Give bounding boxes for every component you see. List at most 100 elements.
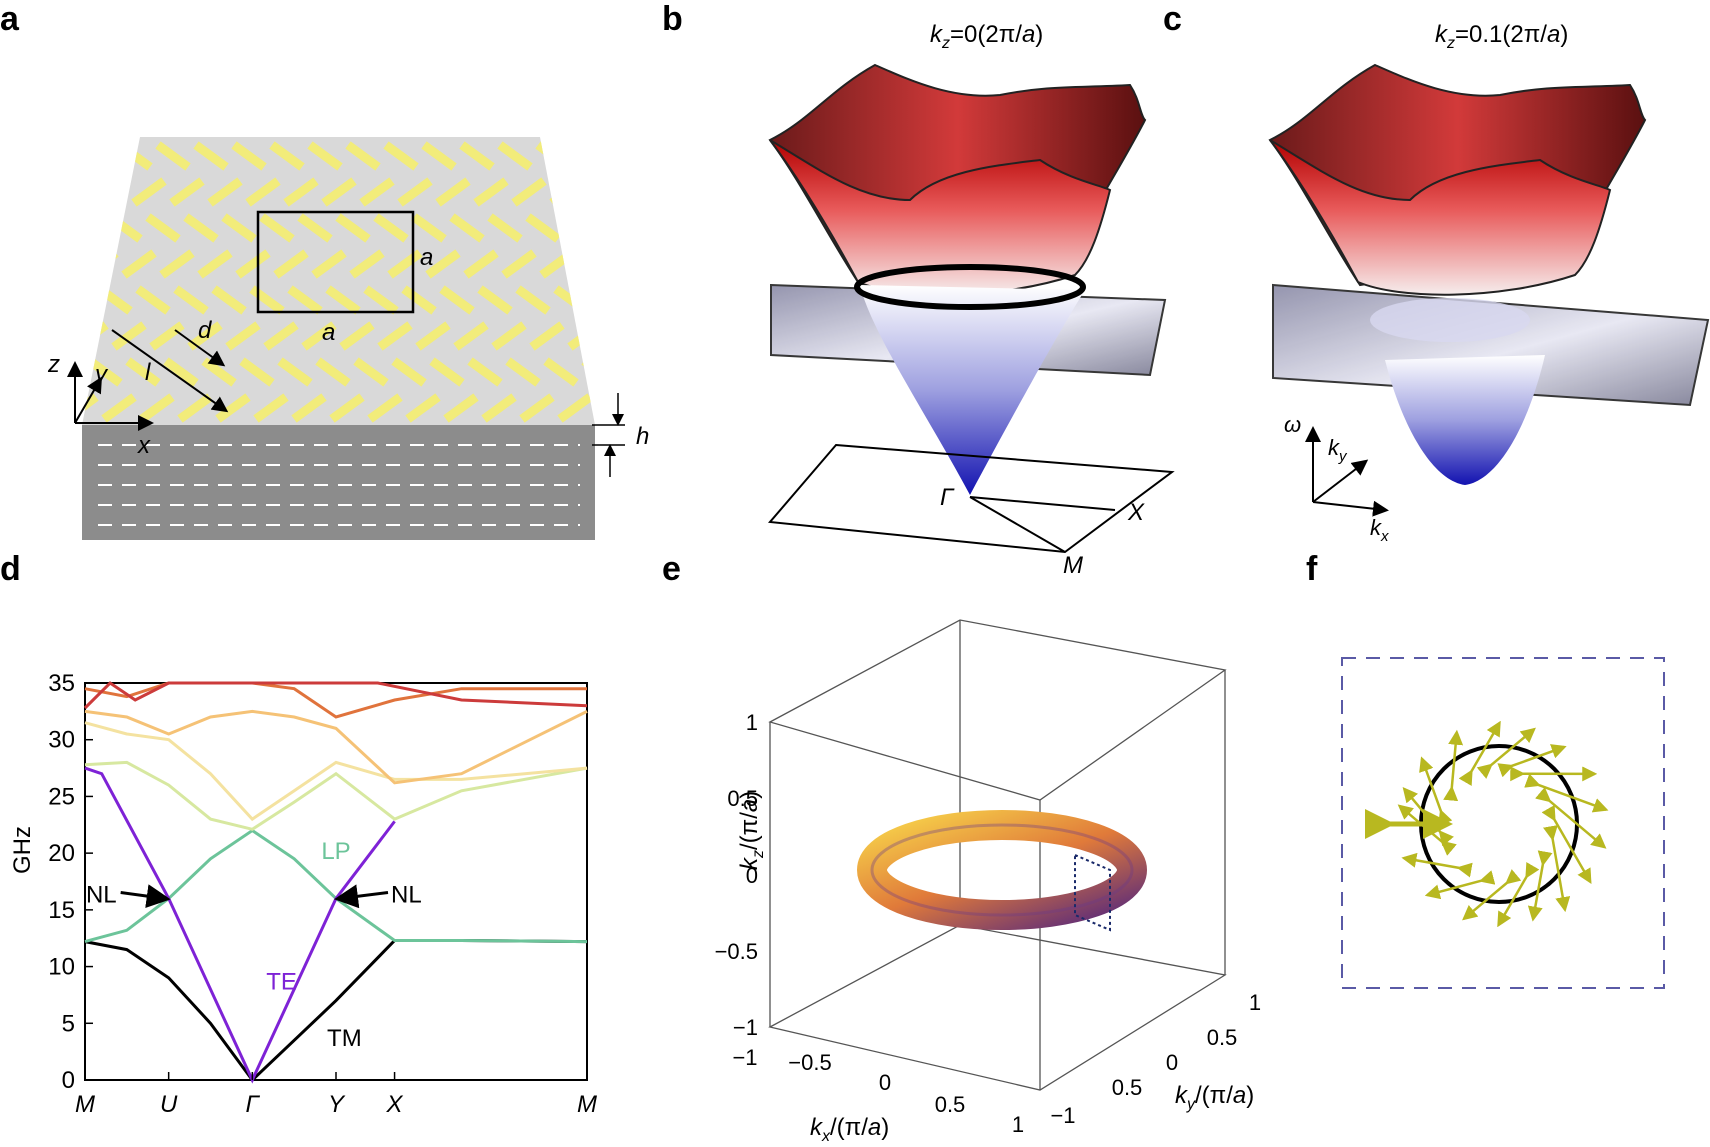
pattern-stroke	[82, 213, 105, 243]
dashed-frame	[1341, 657, 1665, 989]
slab-side-face	[82, 425, 595, 540]
pattern-stroke	[377, 321, 413, 351]
pattern-stroke	[373, 213, 409, 243]
pattern-stroke	[93, 177, 129, 207]
panel-b-title: kz=0(2π/a)	[930, 21, 1043, 52]
ky-axis-arrow	[1312, 459, 1369, 503]
pattern-stroke	[263, 321, 299, 351]
pattern-stroke	[169, 177, 205, 207]
pattern-stroke	[225, 321, 261, 351]
pattern-stroke	[283, 177, 319, 207]
upper-band-front-c	[1269, 139, 1612, 296]
x-tick-label: M	[75, 1091, 95, 1118]
pattern-stroke	[491, 321, 527, 351]
pattern-stroke	[367, 393, 403, 423]
field-arrow	[1497, 744, 1567, 778]
pattern-stroke	[239, 357, 275, 387]
pattern-stroke	[335, 213, 371, 243]
pattern-stroke	[145, 213, 181, 243]
pattern-stroke	[311, 249, 347, 279]
field-arrow	[1424, 870, 1496, 900]
d-arrow	[174, 329, 226, 367]
pattern-stroke	[211, 285, 247, 315]
pattern-stroke	[349, 249, 385, 279]
panel-label-c: c	[1163, 0, 1182, 38]
pattern-stroke	[519, 393, 555, 423]
pattern-stroke	[287, 285, 323, 315]
pattern-stroke	[642, 217, 672, 239]
pattern-stroke	[155, 141, 191, 171]
y-axis-title: GHz	[9, 826, 36, 874]
pattern-stroke	[87, 357, 123, 387]
pattern-stroke	[698, 361, 728, 383]
bounding-box	[768, 619, 1227, 1091]
pattern-stroke	[660, 361, 690, 383]
pattern-stroke	[501, 249, 537, 279]
annotation-tm: TM	[327, 1025, 362, 1052]
pattern-stroke	[383, 141, 419, 171]
pattern-stroke	[387, 249, 423, 279]
pattern-stroke	[481, 393, 517, 423]
panel-e-ring: 1 0.5 0 −0.5 −1 −1 −0.5 0 0.5 1 1 0.5 0 0.5 −1 kz/(π/a…	[715, 619, 1261, 1145]
pattern-stroke	[0, 361, 6, 383]
pattern-stroke	[207, 177, 243, 207]
pattern-stroke	[193, 141, 229, 171]
panel-f-field	[1341, 657, 1665, 989]
pattern-stroke	[291, 393, 327, 423]
y-tick-label: 10	[48, 954, 75, 981]
pattern-stroke	[183, 213, 219, 243]
pattern-stroke	[587, 177, 595, 207]
panel-a-slab: a a d l z y x h	[0, 137, 728, 540]
pattern-stroke	[363, 285, 399, 315]
pattern-stroke	[44, 145, 74, 167]
pattern-stroke	[674, 397, 704, 419]
nodal-ring-tube	[857, 810, 1147, 930]
pattern-stroke	[425, 249, 461, 279]
band-curve-4	[84, 721, 588, 822]
pattern-stroke	[149, 321, 185, 351]
y-tick-label: 25	[48, 783, 75, 810]
panel-label-e: e	[662, 550, 681, 588]
y-tick-label: 20	[48, 840, 75, 867]
nl-arrow	[120, 884, 171, 908]
band-curve-3	[84, 760, 588, 831]
pattern-stroke	[307, 141, 343, 171]
kx-tick-label: 1	[1012, 1112, 1024, 1137]
x-tick-label: M	[577, 1091, 597, 1118]
band-curve-5	[84, 709, 588, 785]
pattern-stroke	[0, 289, 16, 311]
kx-axis-title: kx/(π/a)	[810, 1114, 889, 1145]
pattern-stroke	[515, 285, 551, 315]
band-curve-0	[84, 939, 588, 1083]
pattern-stroke	[463, 249, 499, 279]
x-tick-label: U	[160, 1091, 178, 1118]
pattern-stroke	[82, 393, 99, 423]
y-tick-label: 35	[48, 670, 75, 697]
pattern-stroke	[487, 213, 523, 243]
pattern-stroke	[301, 321, 337, 351]
pattern-stroke	[83, 249, 119, 279]
pattern-stroke	[48, 253, 78, 275]
ky-axis-title: ky/(π/a)	[1175, 1082, 1254, 1113]
pattern-stroke	[135, 285, 171, 315]
gap-shadow	[1370, 298, 1530, 342]
kz-axis-title: kz/(π/a)	[736, 791, 767, 870]
ky-label: ky	[1328, 435, 1348, 465]
kx-tick-label: 0.5	[935, 1092, 966, 1117]
ky-tick-label: 0.5	[1207, 1025, 1238, 1050]
pattern-stroke	[221, 213, 257, 243]
pattern-stroke	[14, 361, 44, 383]
pattern-stroke	[253, 393, 289, 423]
pattern-stroke	[38, 325, 68, 347]
pattern-stroke	[525, 213, 561, 243]
field-arrow	[1401, 852, 1473, 878]
pattern-stroke	[581, 357, 595, 387]
unit-cell-box	[256, 210, 415, 314]
nodal-line-ring	[854, 264, 1086, 310]
annotation-nl: NL	[391, 882, 422, 909]
pattern-stroke	[359, 177, 395, 207]
pattern-stroke	[608, 325, 638, 347]
pattern-stroke	[6, 145, 36, 167]
band-curve-1	[84, 828, 588, 944]
panel-c-bands: kz=0.1(2π/a) ω ky kx	[1268, 21, 1710, 545]
